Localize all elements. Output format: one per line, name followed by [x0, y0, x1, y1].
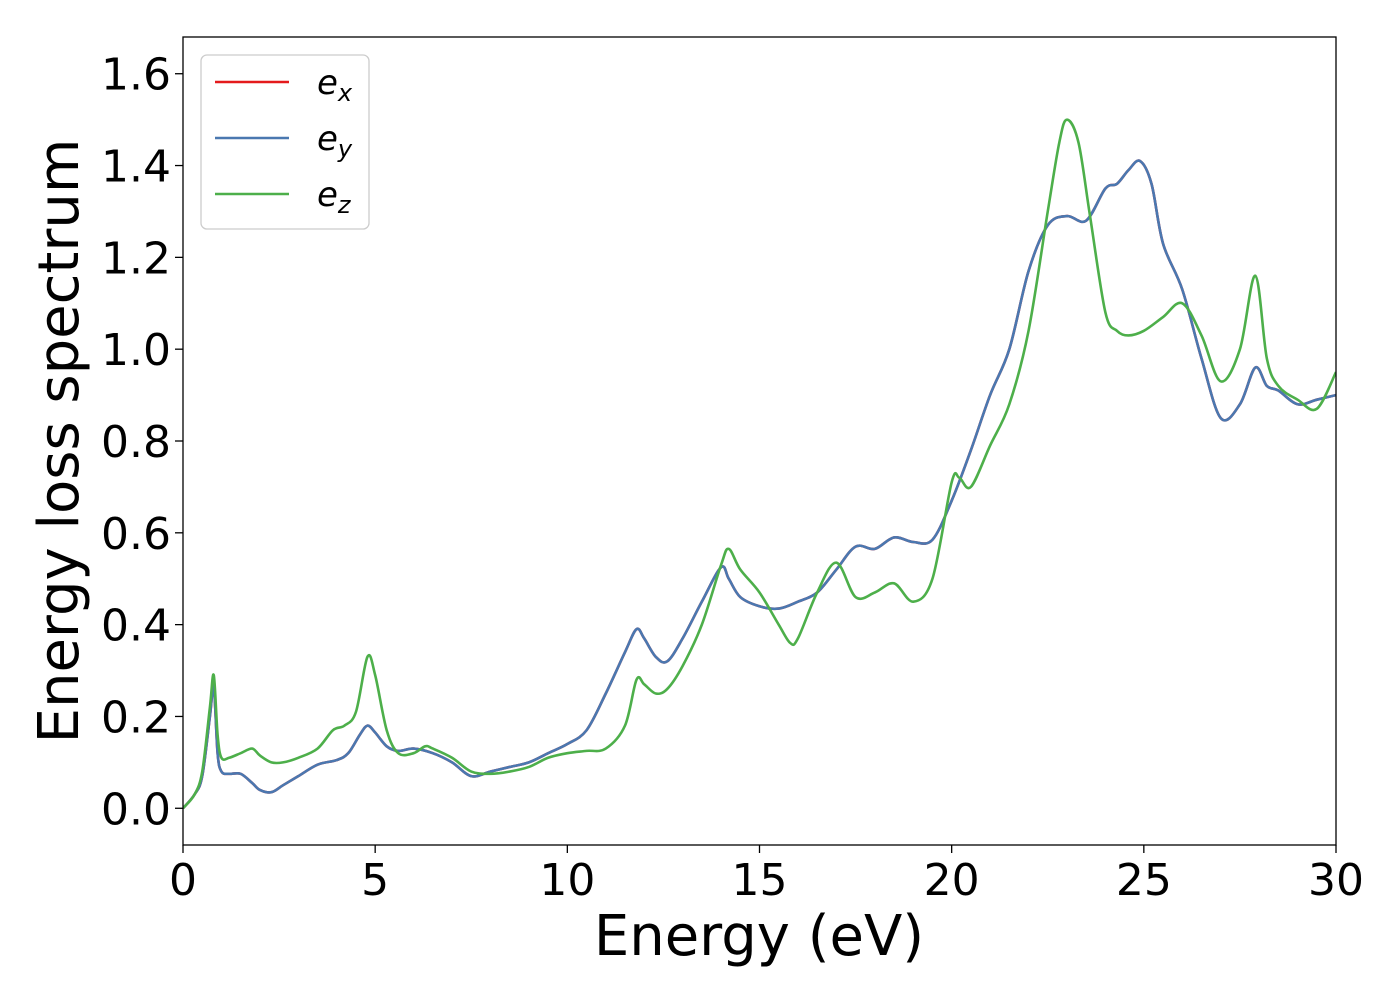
y-axis-ticks: 0.0 0.2 0.4 0.6 0.8 1.0 1.2 1.4 1.6 — [101, 50, 183, 835]
y-tick-label: 0.8 — [101, 417, 171, 468]
legend-label-z: ez — [317, 175, 352, 219]
x-tick-label: 20 — [924, 855, 980, 906]
y-tick-label: 1.0 — [101, 325, 171, 376]
y-tick-label: 0.4 — [101, 601, 171, 652]
y-tick-label: 0.2 — [101, 692, 171, 743]
y-tick-label: 1.6 — [101, 50, 171, 101]
legend-label-subscript: z — [337, 191, 352, 219]
legend-box — [200, 54, 370, 230]
legend-label-base: e — [317, 63, 338, 103]
x-tick-label: 10 — [539, 855, 595, 906]
x-tick-label: 25 — [1116, 855, 1172, 906]
y-tick-label: 1.4 — [101, 142, 171, 193]
x-tick-label: 15 — [732, 855, 788, 906]
legend-label-base: e — [317, 175, 338, 215]
series-line-y — [183, 159, 1336, 810]
series-line-z — [183, 118, 1336, 810]
legend-label-y: ey — [317, 119, 353, 163]
x-axis-label: Energy (eV) — [594, 904, 924, 969]
x-tick-label: 5 — [361, 855, 389, 906]
plot-lines — [183, 118, 1336, 810]
y-axis-label: Energy loss spectrum — [27, 139, 92, 744]
x-axis-ticks: 0 5 10 15 20 25 30 — [169, 845, 1364, 906]
x-tick-label: 30 — [1308, 855, 1364, 906]
x-tick-label: 0 — [169, 855, 197, 906]
legend-label-subscript: y — [337, 135, 353, 163]
legend-label-base: e — [317, 119, 338, 159]
legend-label-subscript: x — [337, 79, 353, 107]
y-tick-label: 0.6 — [101, 509, 171, 560]
y-tick-label: 0.0 — [101, 784, 171, 835]
legend-label-x: ex — [317, 63, 353, 107]
y-tick-label: 1.2 — [101, 233, 171, 284]
